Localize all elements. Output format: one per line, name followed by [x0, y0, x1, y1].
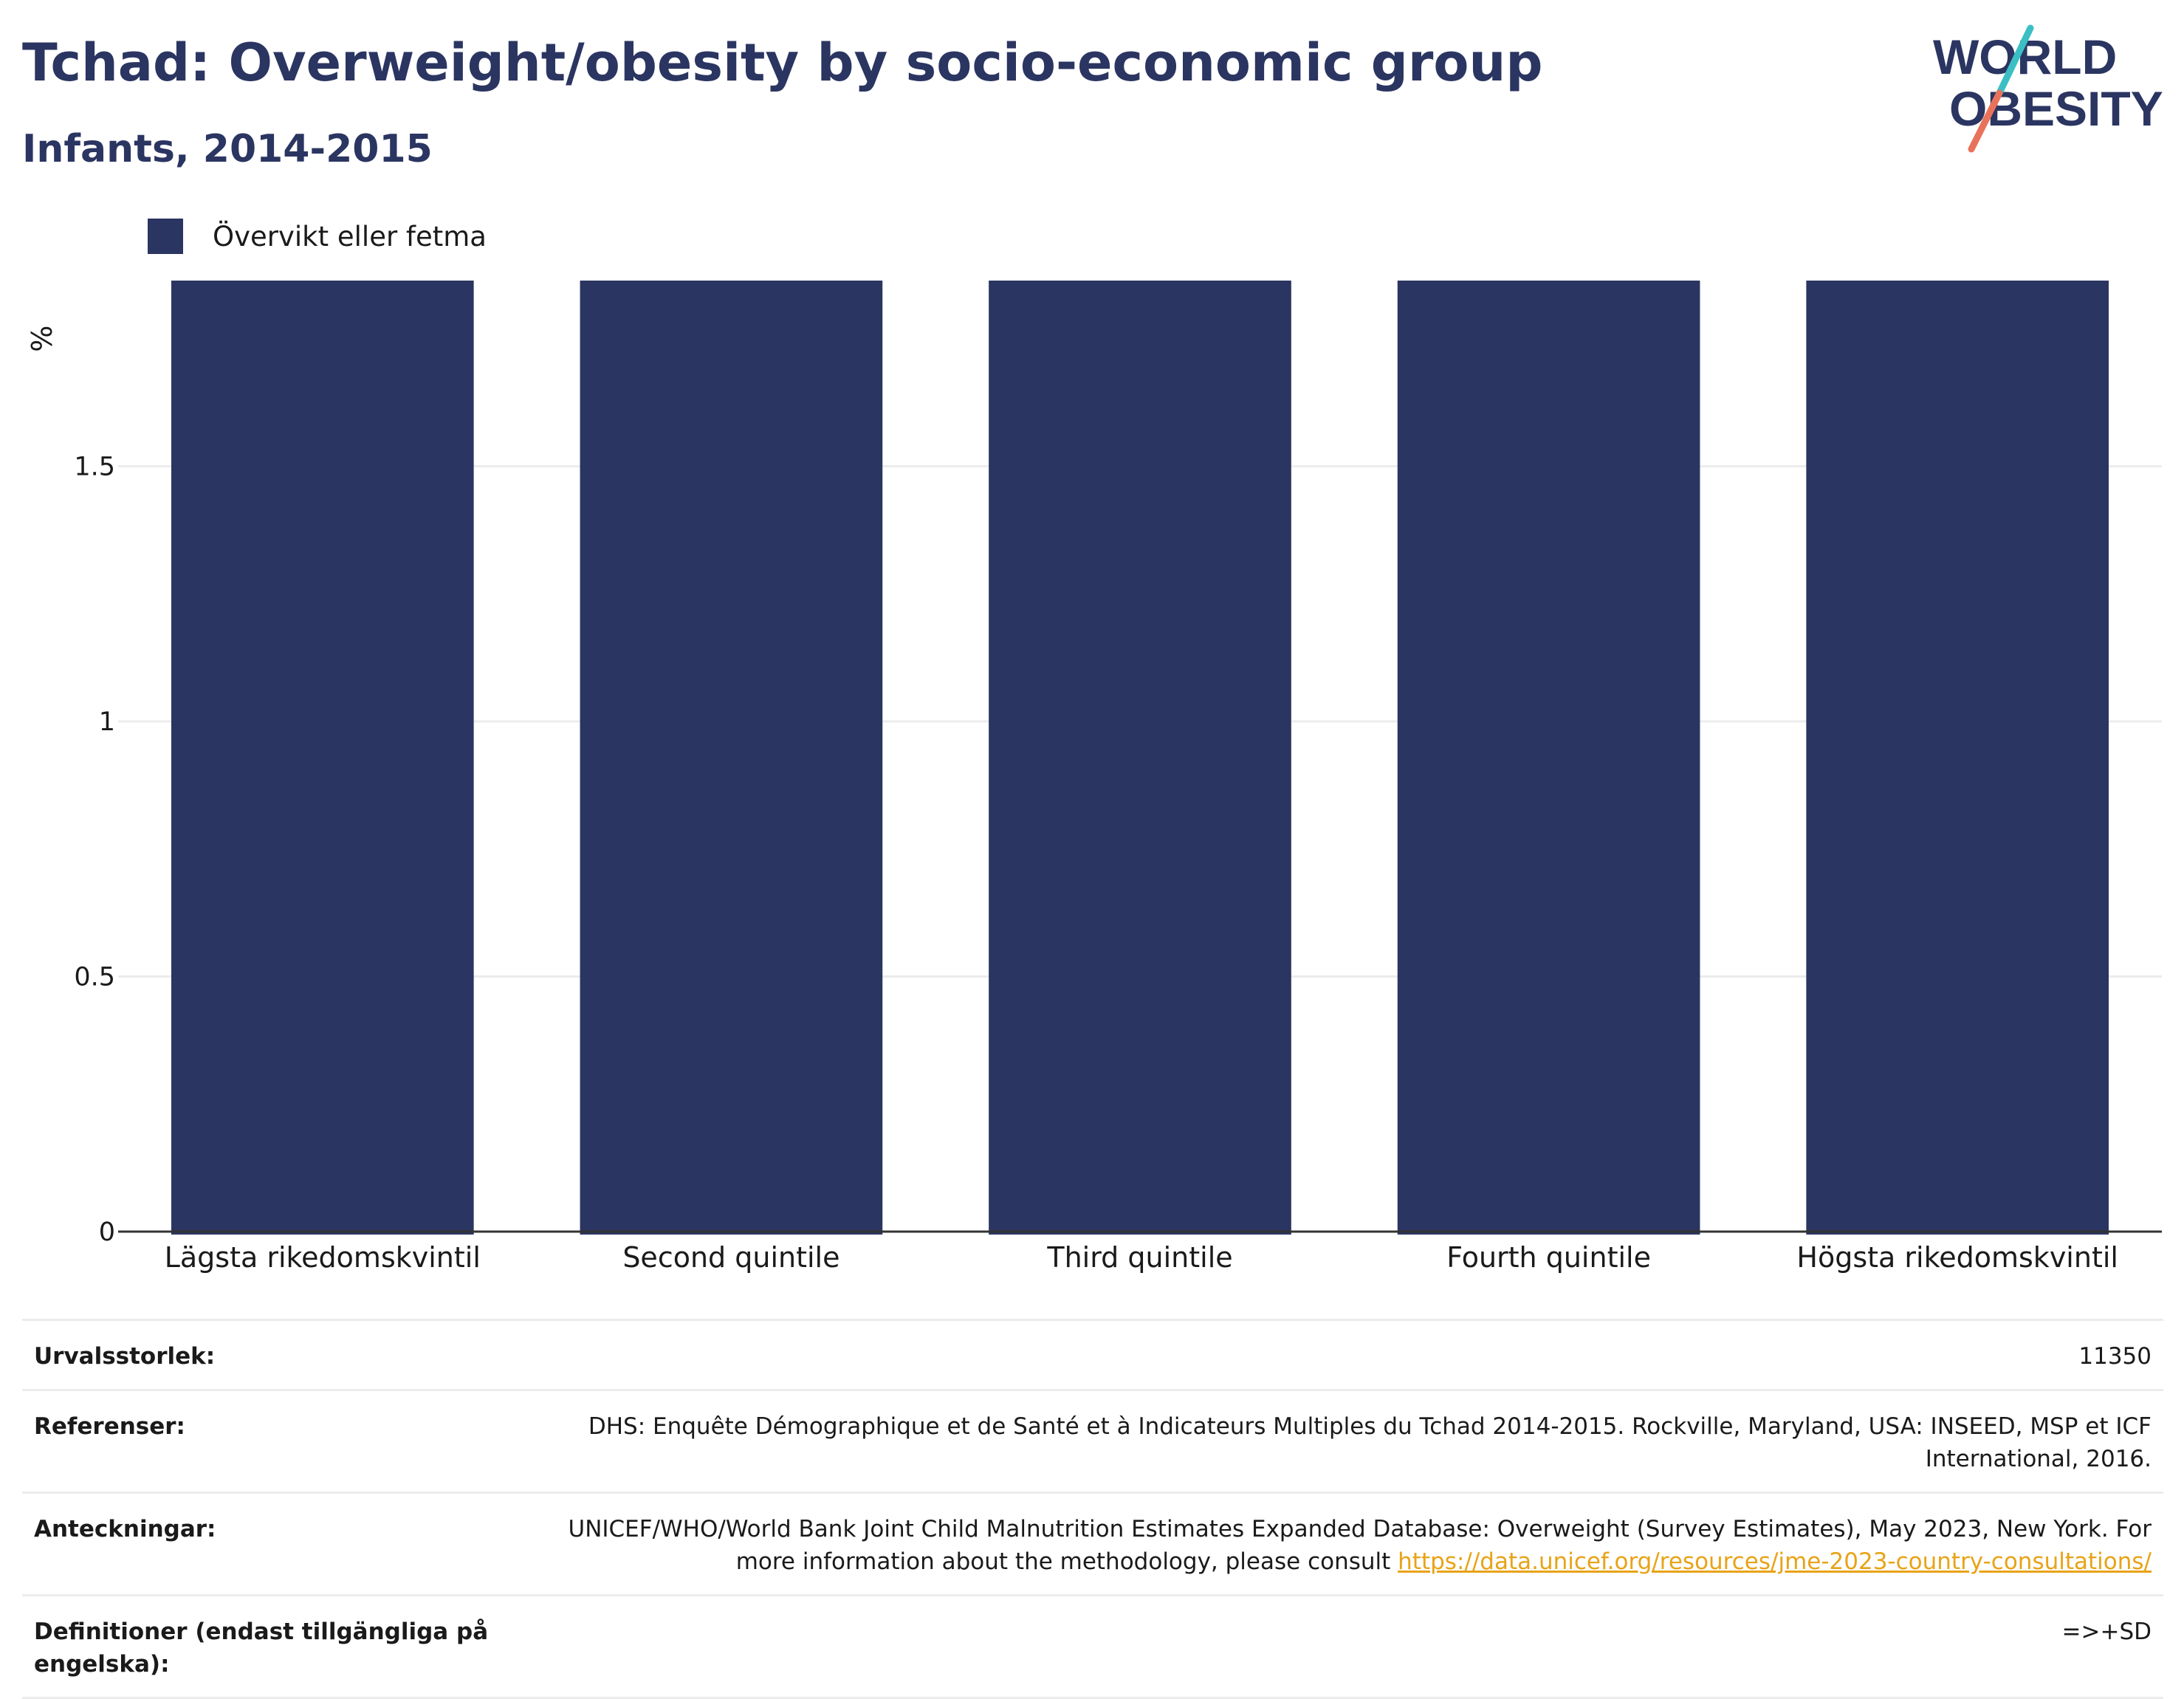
bar	[580, 281, 883, 1235]
info-row-notes: Anteckningar: UNICEF/WHO/World Bank Join…	[22, 1492, 2163, 1594]
y-axis-label: %	[26, 326, 58, 352]
world-obesity-logo: WORLD OBESITY	[1933, 24, 2163, 153]
sample-size-label: Urvalsstorlek:	[34, 1343, 216, 1370]
notes-value: UNICEF/WHO/World Bank Joint Child Malnut…	[568, 1516, 2152, 1575]
y-tick-label: 0.5	[74, 963, 115, 992]
info-row-sample-size: Urvalsstorlek: 11350	[22, 1319, 2163, 1389]
y-tick-label: 1.5	[74, 453, 115, 482]
definitions-value: =>+SD	[2061, 1619, 2152, 1645]
x-tick-label: Fourth quintile	[1446, 1241, 1651, 1274]
y-tick-label: 0	[99, 1218, 115, 1247]
info-row-definitions: Definitioner (endast tillgängliga på eng…	[22, 1594, 2163, 1699]
y-tick-label: 1	[99, 707, 115, 737]
chart-legend: Övervikt eller fetma	[148, 219, 487, 254]
references-value: DHS: Enquête Démographique et de Santé e…	[588, 1413, 2152, 1472]
legend-label: Övervikt eller fetma	[213, 220, 487, 253]
x-tick-label: Third quintile	[1046, 1241, 1232, 1274]
chart-subtitle: Infants, 2014-2015	[22, 127, 433, 171]
notes-value-container: UNICEF/WHO/World Bank Joint Child Malnut…	[506, 1513, 2152, 1578]
bar	[1397, 281, 1700, 1235]
references-label: Referenser:	[34, 1413, 185, 1440]
definitions-label: Definitioner (endast tillgängliga på eng…	[34, 1619, 489, 1678]
bar-chart: 00.511.522.53%Lägsta rikedomskvintilSeco…	[26, 281, 2162, 1274]
sample-size-value: 11350	[2078, 1343, 2152, 1370]
bar	[1806, 281, 2109, 1235]
bar	[171, 281, 474, 1235]
notes-label: Anteckningar:	[34, 1516, 216, 1542]
methodology-link[interactable]: https://data.unicef.org/resources/jme-20…	[1398, 1548, 2152, 1575]
x-tick-label: Second quintile	[622, 1241, 839, 1274]
info-table: Urvalsstorlek: 11350 Referenser: DHS: En…	[22, 1319, 2163, 1699]
chart-title: Tchad: Overweight/obesity by socio-econo…	[22, 32, 1543, 93]
x-tick-label: Högsta rikedomskvintil	[1796, 1241, 2118, 1274]
info-row-references: Referenser: DHS: Enquête Démographique e…	[22, 1389, 2163, 1492]
bar	[989, 281, 1291, 1235]
legend-swatch	[148, 219, 183, 254]
x-tick-label: Lägsta rikedomskvintil	[165, 1241, 481, 1274]
